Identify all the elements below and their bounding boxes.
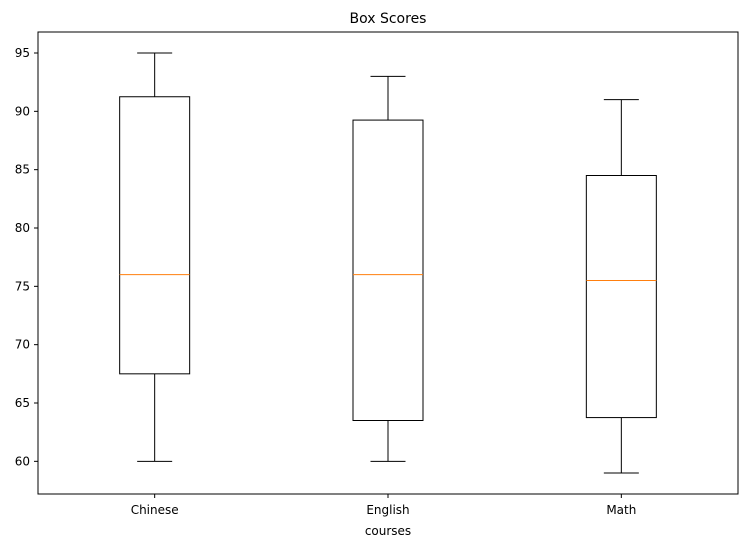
y-tick-label: 75 — [15, 279, 30, 293]
y-tick-label: 70 — [15, 338, 30, 352]
y-tick-label: 90 — [15, 104, 30, 118]
chart-title: Box Scores — [350, 11, 427, 27]
x-axis: Chinese English Math — [131, 494, 636, 517]
y-tick-label: 85 — [15, 163, 30, 177]
box-iqr — [119, 96, 191, 375]
x-tick-label-chinese: Chinese — [131, 503, 179, 517]
boxes-layer — [119, 52, 657, 474]
y-tick-label: 60 — [15, 454, 30, 468]
x-tick-label-english: English — [366, 503, 409, 517]
x-tick-label-math: Math — [606, 503, 636, 517]
y-axis: 60 65 70 75 80 85 90 95 — [15, 46, 38, 468]
box-iqr — [585, 175, 657, 419]
y-tick-label: 65 — [15, 396, 30, 410]
y-tick-label: 80 — [15, 221, 30, 235]
box-chinese — [119, 52, 191, 462]
box-math — [585, 99, 657, 474]
box-iqr — [352, 119, 424, 421]
x-axis-label: courses — [365, 524, 411, 538]
box-english — [352, 75, 424, 462]
y-tick-label: 95 — [15, 46, 30, 60]
